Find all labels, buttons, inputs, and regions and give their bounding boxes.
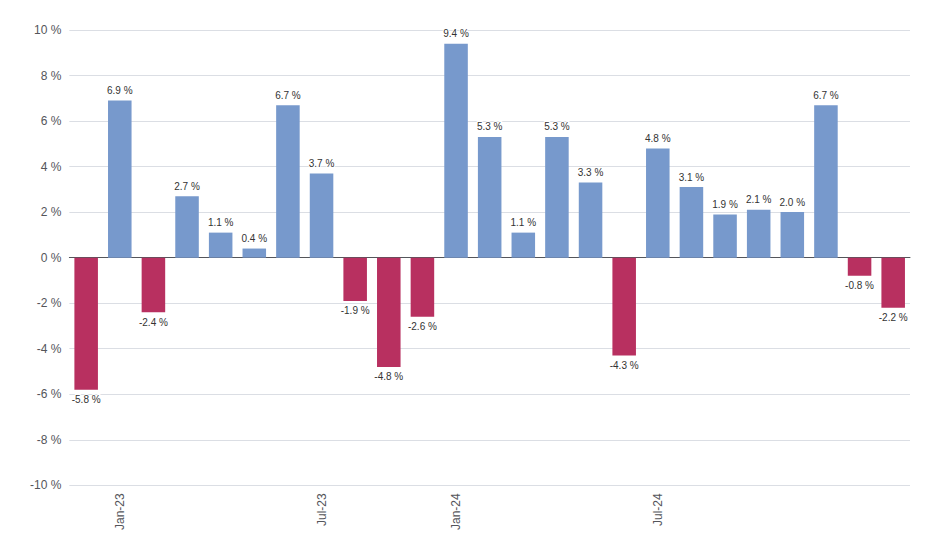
svg-text:6.7 %: 6.7 % (813, 90, 839, 101)
svg-text:6.9 %: 6.9 % (107, 85, 133, 96)
svg-text:10 %: 10 % (34, 23, 62, 37)
svg-text:3.7 %: 3.7 % (309, 158, 335, 169)
svg-text:2.1 %: 2.1 % (746, 194, 772, 205)
svg-text:3.3 %: 3.3 % (578, 167, 604, 178)
svg-text:9.4 %: 9.4 % (443, 28, 469, 39)
svg-text:Jul-23: Jul-23 (315, 493, 329, 526)
svg-text:-4.3 %: -4.3 % (610, 360, 639, 371)
svg-text:-8 %: -8 % (37, 433, 62, 447)
svg-text:3.1 %: 3.1 % (679, 172, 705, 183)
svg-text:6 %: 6 % (41, 114, 62, 128)
svg-text:5.3 %: 5.3 % (477, 121, 503, 132)
svg-text:5.3 %: 5.3 % (544, 121, 570, 132)
svg-text:-0.8 %: -0.8 % (845, 280, 874, 291)
svg-text:2.0 %: 2.0 % (780, 197, 806, 208)
svg-text:0.4 %: 0.4 % (242, 233, 268, 244)
svg-text:8 %: 8 % (41, 69, 62, 83)
svg-text:4 %: 4 % (41, 160, 62, 174)
svg-text:-10 %: -10 % (30, 478, 62, 492)
svg-text:4.8 %: 4.8 % (645, 133, 671, 144)
svg-text:0 %: 0 % (41, 251, 62, 265)
svg-text:2.7 %: 2.7 % (174, 181, 200, 192)
svg-text:Jan-24: Jan-24 (449, 493, 463, 530)
svg-text:-2.4 %: -2.4 % (139, 317, 168, 328)
svg-text:6.7 %: 6.7 % (275, 90, 301, 101)
svg-text:-2 %: -2 % (37, 296, 62, 310)
svg-text:1.1 %: 1.1 % (208, 217, 234, 228)
svg-text:2 %: 2 % (41, 205, 62, 219)
svg-text:-2.2 %: -2.2 % (879, 312, 908, 323)
svg-text:-4.8 %: -4.8 % (374, 371, 403, 382)
svg-text:-1.9 %: -1.9 % (341, 305, 370, 316)
svg-text:-2.6 %: -2.6 % (408, 321, 437, 332)
svg-text:-5.8 %: -5.8 % (72, 394, 101, 405)
svg-text:1.1 %: 1.1 % (511, 217, 537, 228)
svg-text:-6 %: -6 % (37, 387, 62, 401)
svg-text:-4 %: -4 % (37, 342, 62, 356)
svg-text:Jul-24: Jul-24 (651, 493, 665, 526)
svg-text:Jan-23: Jan-23 (113, 493, 127, 530)
svg-text:1.9 %: 1.9 % (712, 199, 738, 210)
